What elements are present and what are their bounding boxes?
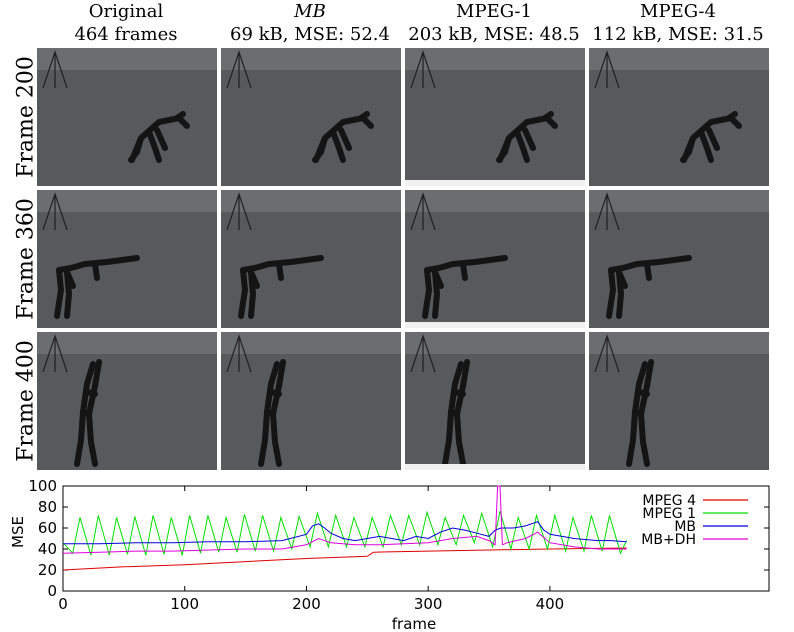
tripod-shape [226, 192, 252, 231]
tripod-shape [410, 334, 436, 373]
tripod-shape [226, 334, 252, 373]
horizon-band [221, 332, 401, 354]
column-subtitle: 69 kB, MSE: 52.4 [230, 24, 390, 45]
y-tick-label: 60 [38, 519, 57, 537]
horizon-band [221, 48, 401, 70]
tripod-shape [594, 334, 620, 373]
horizon-band [37, 190, 217, 212]
y-tick-label: 80 [38, 498, 57, 516]
athlete-figure [54, 255, 140, 319]
field-background [221, 332, 401, 470]
video-frame-thumbnail [589, 332, 769, 470]
horizon-band [405, 332, 585, 354]
field-background [589, 48, 769, 186]
athlete-figure [258, 359, 286, 467]
horizon-band [589, 190, 769, 212]
frame-border-artifact [405, 322, 585, 328]
video-frame-thumbnail [221, 48, 401, 186]
legend-label: MPEG 1 [642, 506, 696, 522]
column-title: Original [88, 1, 164, 22]
video-frame-thumbnail [221, 190, 401, 328]
tripod-shape [410, 50, 436, 89]
athlete-figure [312, 111, 374, 163]
series-line-mb-dh [62, 485, 627, 554]
video-frame-thumbnail [589, 48, 769, 186]
column-title: MB [294, 1, 326, 22]
x-tick-label: 100 [170, 595, 199, 613]
field-background [405, 48, 585, 186]
tripod-shape [594, 50, 620, 89]
athlete-figure [442, 359, 470, 467]
video-frame-thumbnail [37, 48, 217, 186]
video-frame-thumbnail [405, 48, 585, 186]
video-frame-thumbnail [221, 332, 401, 470]
video-frame-thumbnail [37, 190, 217, 328]
tripod-shape [594, 192, 620, 231]
horizon-band [37, 332, 217, 354]
column-header-mpeg1: MPEG-1 203 kB, MSE: 48.5 [401, 0, 587, 46]
column-title: MPEG-1 [456, 1, 532, 22]
x-axis-label: frame [392, 615, 436, 632]
horizon-band [589, 48, 769, 70]
column-subtitle: 464 frames [74, 24, 178, 45]
horizon-band [221, 190, 401, 212]
video-frame-thumbnail [589, 190, 769, 328]
legend-label: MB+DH [641, 532, 696, 548]
athlete-figure [74, 359, 102, 467]
tripod-shape [226, 50, 252, 89]
series-line-mpeg-4 [62, 547, 627, 571]
field-background [589, 332, 769, 470]
x-tick-label: 0 [58, 595, 68, 613]
tripod-shape [42, 334, 68, 373]
frame-border-artifact [405, 180, 585, 186]
horizon-band [589, 332, 769, 354]
frame-border-artifact [405, 464, 585, 470]
video-frame-thumbnail [37, 332, 217, 470]
athlete-figure [496, 111, 558, 163]
x-tick-label: 300 [414, 595, 443, 613]
row-label-text: Frame 200 [13, 56, 39, 178]
legend-label: MB [674, 519, 696, 535]
field-background [405, 332, 585, 470]
tripod-shape [42, 50, 68, 89]
athlete-figure [680, 111, 742, 163]
series-line-mpeg-1 [62, 510, 628, 556]
athlete-figure [422, 255, 508, 319]
video-frame-thumbnail [405, 190, 585, 328]
athlete-figure [238, 255, 324, 319]
column-header-original: Original 464 frames [33, 0, 219, 46]
field-background [37, 332, 217, 470]
x-tick-label: 400 [536, 595, 565, 613]
plot-area-border [62, 485, 770, 592]
y-axis-label: MSE [9, 516, 27, 548]
athlete-figure [606, 255, 692, 319]
athlete-figure [128, 111, 190, 163]
row-label-text: Frame 360 [13, 198, 39, 320]
athlete-figure [626, 359, 654, 467]
row-label-text: Frame 400 [13, 340, 39, 462]
field-background [221, 48, 401, 186]
column-header-mb: MB 69 kB, MSE: 52.4 [217, 0, 403, 46]
horizon-band [405, 48, 585, 70]
column-subtitle: 203 kB, MSE: 48.5 [408, 24, 580, 45]
y-tick-label: 40 [38, 540, 57, 558]
field-background [37, 48, 217, 186]
horizon-band [405, 190, 585, 212]
column-header-mpeg4: MPEG-4 112 kB, MSE: 31.5 [585, 0, 771, 46]
horizon-band [37, 48, 217, 70]
y-tick-label: 20 [38, 561, 57, 579]
y-tick-label: 100 [28, 477, 57, 495]
y-tick-label: 0 [47, 582, 57, 600]
tripod-shape [42, 192, 68, 231]
tripod-shape [410, 192, 436, 231]
x-tick-label: 200 [292, 595, 321, 613]
video-frame-thumbnail [405, 332, 585, 470]
series-line-mb [63, 521, 627, 545]
column-subtitle: 112 kB, MSE: 31.5 [592, 24, 764, 45]
column-title: MPEG-4 [640, 1, 716, 22]
legend-label: MPEG 4 [642, 493, 696, 509]
